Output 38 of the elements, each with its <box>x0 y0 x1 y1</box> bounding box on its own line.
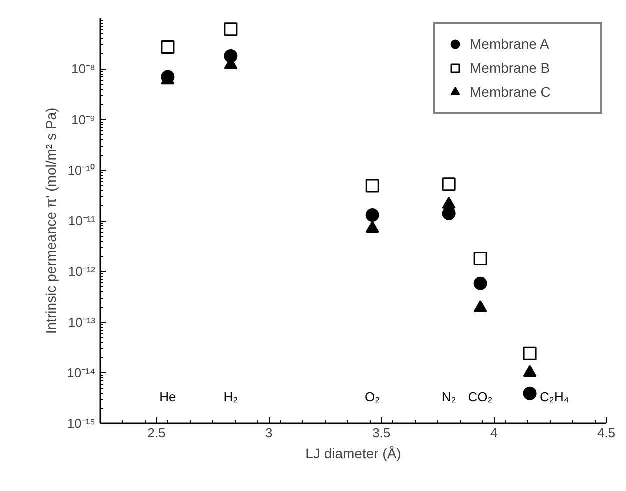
point <box>161 40 175 54</box>
y-tick-label: 10⁻⁹ <box>71 112 96 128</box>
point <box>523 346 537 360</box>
x-axis-title: LJ diameter (Å) <box>306 446 402 462</box>
point <box>224 22 238 36</box>
annotation: He <box>160 390 176 405</box>
point <box>366 208 380 222</box>
point <box>474 300 488 312</box>
annotation: C₂H₄ <box>540 390 570 405</box>
point <box>366 221 380 234</box>
y-axis-title: Intrinsic permeance π' (mol/m² s Pa) <box>43 108 60 334</box>
y-tick-label: 10⁻¹² <box>68 264 96 280</box>
point <box>442 206 456 220</box>
point <box>442 197 456 209</box>
point <box>523 365 537 378</box>
y-tick-label: 10⁻¹¹ <box>68 214 96 228</box>
legend-label: Membrane A <box>470 36 550 52</box>
annotation: N₂ <box>442 390 456 405</box>
legend-label: Membrane C <box>470 84 552 100</box>
x-tick-label: 2.5 <box>148 426 166 440</box>
point <box>474 276 488 290</box>
point <box>523 386 537 400</box>
y-tick-label: 10⁻¹⁴ <box>67 365 96 380</box>
x-tick-label: 4.5 <box>597 426 616 440</box>
legend-label: Membrane B <box>470 60 552 76</box>
annotation: H₂ <box>224 390 238 405</box>
y-tick-label: 10⁻¹⁵ <box>67 416 96 431</box>
x-tick-label: 3.5 <box>372 426 391 440</box>
y-tick-label: 10⁻¹⁰ <box>68 162 96 178</box>
annotation: O₂ <box>365 390 380 405</box>
point <box>442 178 456 192</box>
y-tick-label: 10⁻¹³ <box>68 314 96 330</box>
y-tick-label: 10⁻⁸ <box>72 62 96 77</box>
x-tick-label: 4 <box>490 426 498 440</box>
point <box>366 179 380 193</box>
point <box>474 252 488 266</box>
annotation: CO₂ <box>468 390 493 405</box>
x-tick-label: 3 <box>266 426 273 440</box>
